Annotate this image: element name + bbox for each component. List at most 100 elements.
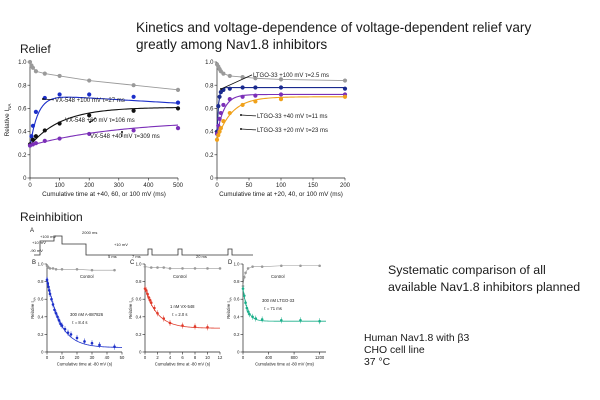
a887826-reinhibition-y-tick-label: 0.4 — [38, 314, 44, 319]
vx548-relief-series-2-point — [30, 137, 36, 142]
chart-ltgo33-reinhibition-svg: 0 400 800 1200 0 0.2 0.4 0.6 0.8 1.0 Cumulative ti… — [226, 260, 326, 366]
ltgo33-reinhibition-annotation-2: τ = 71 ms — [264, 306, 282, 311]
protocol-label-duration-short: 5 ms — [108, 254, 117, 259]
a887826-reinhibition-annotation-0: Control — [80, 274, 94, 279]
vx548-relief-series-0-point — [87, 78, 92, 83]
ltgo33-relief-series-0-point — [240, 74, 245, 80]
vx548-reinhibition-x-tick-label: 12 — [218, 355, 223, 360]
ltgo33-reinhibition-panel-letter: D — [228, 260, 233, 266]
vx548-reinhibition-series-0-point — [168, 267, 172, 270]
ltgo33-relief-series-3-point — [278, 97, 284, 102]
ltgo33-reinhibition-series-1-point — [246, 310, 250, 313]
ltgo33-relief-y-tick-label: 0 — [210, 176, 214, 182]
cell-conditions-note: Human Nav1.8 with β3 CHO cell line 37 °C — [364, 333, 484, 369]
ltgo33-relief-series-3-point — [221, 119, 226, 124]
vx548-reinhibition-series-1-point — [206, 326, 209, 329]
vx548-relief-y-tick-label: 0.2 — [18, 153, 27, 159]
vx548-relief-series-1-point — [29, 134, 34, 139]
protocol-label-duration-gap: 7 ms — [132, 254, 141, 259]
vx548-reinhibition-y-tick-label: 0.2 — [136, 332, 142, 337]
a887826-reinhibition-series-1-point — [63, 327, 67, 331]
a887826-reinhibition-x-tick-label: 30 — [90, 355, 95, 360]
vx548-reinhibition-series-1-point — [153, 306, 156, 310]
vx548-relief-x-tick-label: 100 — [55, 183, 66, 189]
a887826-reinhibition-series-1-point — [66, 331, 70, 334]
vx548-relief-series-0-point — [33, 69, 39, 74]
ltgo33-relief-series-3-point — [216, 132, 221, 138]
a887826-reinhibition-y-tick-label: 1.0 — [38, 261, 44, 266]
vx548-reinhibition-y-tick-label: 0 — [139, 349, 142, 354]
vx548-reinhibition-series-0-point — [156, 266, 159, 269]
a887826-reinhibition-series-1-point — [56, 315, 59, 319]
vx548-relief-series-0-point — [30, 65, 36, 70]
ltgo33-relief-series-2-point — [253, 93, 258, 98]
vx548-relief-series-1-point — [131, 94, 136, 99]
vx548-relief-annotation-pointer — [42, 98, 55, 101]
ltgo33-reinhibition-x-axis-label: Cumulative time at -80 mV (ms) — [255, 361, 314, 366]
ltgo33-reinhibition-x-tick-label: 800 — [291, 355, 299, 360]
ltgo33-relief-annotation-pointer — [240, 114, 257, 117]
a887826-reinhibition-series-1-point — [59, 322, 62, 326]
chart-ltgo33-relief-svg: 0 50 100 150 200 0 0.2 0.4 0.6 0.8 1.0 Cumulative t… — [205, 60, 351, 198]
vx548-relief-series-2-point — [131, 108, 136, 113]
vx548-relief-series-3-point — [57, 136, 62, 141]
vx548-reinhibition-x-tick-label: 8 — [194, 355, 197, 360]
ltgo33-relief-series-1-point — [278, 85, 284, 90]
ltgo33-relief-series-0-point — [342, 78, 348, 83]
ltgo33-reinhibition-series-1-point — [245, 306, 249, 310]
vx548-relief-x-tick-label: 300 — [114, 183, 125, 189]
vx548-relief-series-2-fit-curve — [29, 107, 179, 146]
a887826-reinhibition-y-tick-label: 0 — [41, 349, 44, 354]
vx548-relief-series-1-fit-curve — [29, 96, 179, 147]
vx548-reinhibition-y-axis-label: Relative INA — [128, 297, 134, 319]
chart-ltgo33-reinhibition: 0 400 800 1200 0 0.2 0.4 0.6 0.8 1.0 Cumulative ti… — [226, 258, 336, 368]
a887826-reinhibition-series-1-point — [54, 311, 58, 315]
a887826-reinhibition-annotation-1: 300 nM A-887826 — [70, 312, 104, 317]
ltgo33-reinhibition-series-0-point — [299, 264, 302, 268]
vx548-reinhibition-panel-letter: C — [130, 260, 135, 266]
vx548-reinhibition-x-axis-label: Cumulative time at -80 mV (s) — [155, 361, 211, 366]
ltgo33-reinhibition-y-tick-label: 0.2 — [234, 332, 240, 337]
a887826-reinhibition-x-axis-label: Cumulative time at -80 mV (s) — [57, 361, 113, 366]
protocol-label-step-mid: +10 mV — [32, 240, 46, 245]
ltgo33-relief-annotation-pointer — [240, 128, 257, 131]
ltgo33-reinhibition-series-1-point — [248, 312, 251, 316]
ltgo33-relief-x-tick-label: 50 — [246, 183, 253, 189]
vx548-reinhibition-x-tick-label: 6 — [181, 355, 184, 360]
a887826-reinhibition-series-1-point — [83, 340, 86, 343]
ltgo33-relief-y-tick-label: 0.8 — [205, 83, 214, 89]
vx548-reinhibition-series-1-point — [193, 325, 197, 328]
a887826-reinhibition-series-1-point — [98, 343, 101, 347]
ltgo33-reinhibition-annotation-0: Control — [271, 274, 285, 279]
ltgo33-relief-series-3-point — [253, 99, 258, 104]
ltgo33-reinhibition-x-tick-label: 1200 — [315, 355, 325, 360]
ltgo33-reinhibition-series-0-point — [244, 271, 247, 275]
vx548-relief-y-axis-label-subscript: NA — [7, 104, 12, 110]
vx548-relief-x-tick-label: 200 — [84, 183, 95, 189]
ltgo33-relief-annotation-2: LTGO-33 +20 mV τ=23 ms — [257, 128, 328, 134]
vx548-relief-y-axis-label: Relative INA — [4, 104, 12, 137]
ltgo33-reinhibition-x-tick-label: 400 — [265, 355, 273, 360]
protocol-label-step-high: +100 mV — [40, 234, 56, 239]
a887826-reinhibition-series-1-point — [113, 345, 116, 349]
protocol-waveform — [34, 235, 253, 256]
a887826-reinhibition-x-tick-label: 50 — [120, 355, 125, 360]
ltgo33-reinhibition-y-tick-label: 0.6 — [234, 297, 240, 302]
vx548-reinhibition-series-0-point — [218, 267, 222, 270]
vx548-reinhibition-series-1-point — [149, 301, 153, 305]
a887826-reinhibition-y-axis-label: Relative INA — [30, 297, 36, 319]
vx548-reinhibition-series-0-point — [193, 267, 197, 270]
ltgo33-relief-series-3-point — [214, 137, 220, 142]
a887826-reinhibition-series-1-point — [57, 319, 61, 322]
relief-heading: Relief — [20, 42, 51, 56]
ltgo33-relief-x-axis-label: Cumulative time at +20, 40, or 100 mV (m… — [219, 191, 343, 198]
ltgo33-relief-series-3-point — [227, 110, 232, 116]
vx548-reinhibition-y-axis-label-subscript: NA — [130, 297, 134, 301]
ltgo33-reinhibition-series-1-point — [260, 318, 264, 321]
vx548-relief-series-1-point — [57, 92, 62, 97]
vx548-relief-series-2-point — [33, 134, 39, 139]
ltgo33-reinhibition-series-1-point — [318, 319, 321, 323]
reinhibition-heading: Reinhibition — [20, 210, 83, 224]
vx548-relief-x-tick-label: 500 — [173, 183, 184, 189]
ltgo33-reinhibition-y-tick-label: 0.8 — [234, 279, 240, 284]
